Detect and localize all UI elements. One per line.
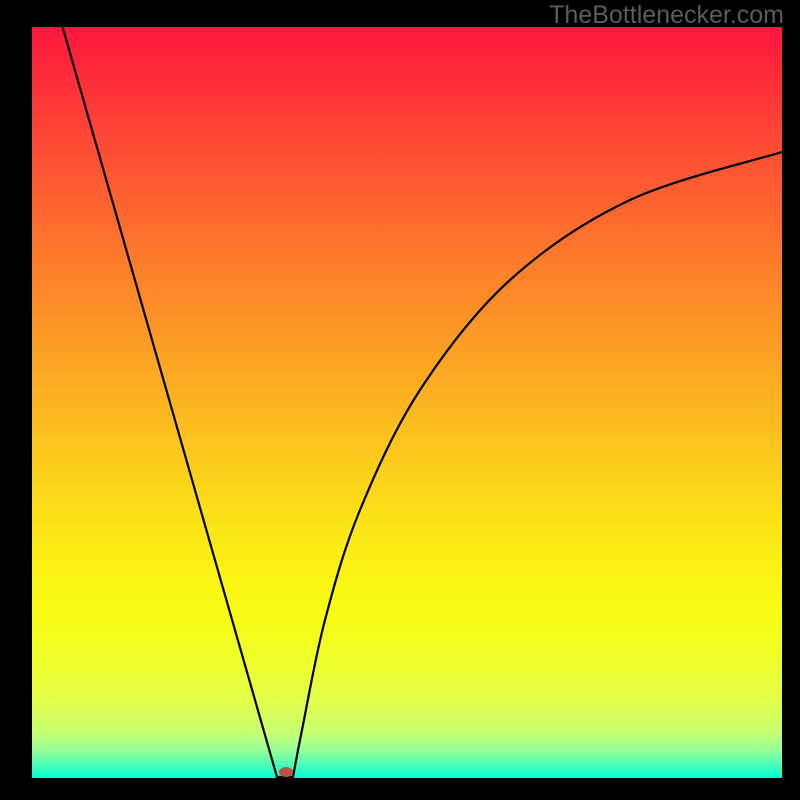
- chart-root: TheBottlenecker.com: [0, 0, 800, 800]
- optimum-marker: [279, 767, 293, 777]
- gradient-background: [32, 27, 782, 778]
- watermark-label: TheBottlenecker.com: [549, 1, 784, 30]
- chart-canvas: [0, 0, 800, 800]
